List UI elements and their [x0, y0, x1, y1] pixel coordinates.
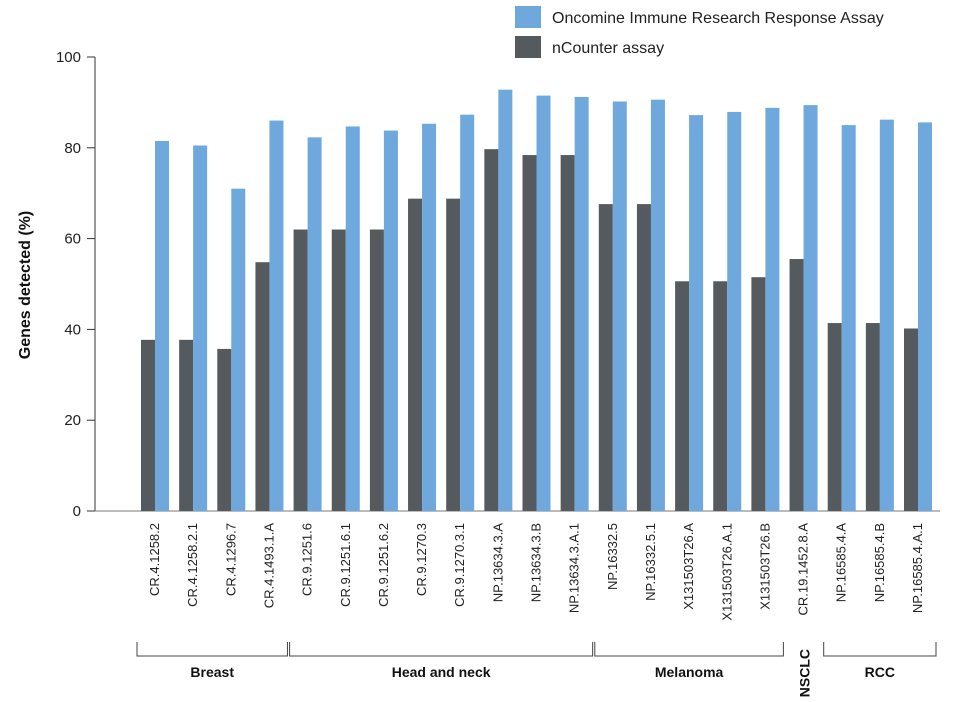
bar-oncomine [574, 96, 589, 512]
legend-swatch-ncounter [515, 36, 541, 58]
bar-ncounter [408, 198, 423, 511]
bar-ncounter [789, 259, 804, 511]
y-tick-label: 80 [64, 140, 81, 157]
bar-ncounter [141, 339, 155, 511]
legend-label-ncounter: nCounter assay [552, 40, 664, 57]
bar-oncomine [498, 89, 513, 512]
bar-ncounter [255, 262, 270, 511]
bar-oncomine [650, 99, 665, 512]
bar-ncounter [675, 281, 690, 511]
category-label: X131503T26.A [681, 523, 696, 610]
category-label: X131503T26.A.1 [719, 523, 734, 621]
bar-ncounter [598, 204, 613, 511]
legend-label-oncomine: Oncomine Immune Research Response Assay [552, 10, 884, 27]
bar-oncomine [689, 115, 704, 511]
bar-ncounter [713, 281, 728, 511]
group-bracket [594, 642, 784, 657]
category-label: CR.9.1251.6 [300, 523, 315, 596]
bar-ncounter [827, 323, 842, 511]
bar-oncomine [803, 105, 818, 512]
group-brackets: Breast Head and neck Melanoma NSCLC RCC [136, 642, 937, 697]
bar-oncomine [727, 111, 742, 512]
bar-oncomine [307, 137, 322, 511]
bar-ncounter [904, 328, 918, 511]
bar-ncounter [751, 277, 766, 511]
category-label: NP.16332.5.1 [643, 523, 658, 601]
category-label: NP.16585.4.B [872, 523, 887, 602]
category-label: NP.13634.3.A [490, 523, 505, 603]
category-label: CR.9.1251.6.1 [338, 523, 353, 607]
category-label: CR.4.1493.1.A [261, 523, 276, 609]
y-axis-title: Genes detected (%) [17, 211, 34, 359]
group-label: RCC [865, 664, 895, 680]
bar-ncounter [522, 155, 537, 511]
y-tick-label: 100 [56, 49, 81, 66]
bar-ncounter [331, 229, 346, 511]
y-tick-label: 20 [64, 412, 81, 429]
bar-oncomine [879, 119, 894, 511]
bar-oncomine [269, 120, 284, 511]
bar-oncomine [841, 125, 856, 511]
category-label: CR.9.1270.3.1 [452, 523, 467, 607]
bar-oncomine [765, 107, 780, 512]
y-tick-label: 40 [64, 321, 81, 338]
category-label: CR.4.1258.2 [147, 523, 162, 596]
bar-oncomine [155, 140, 169, 512]
bar-ncounter [179, 339, 194, 511]
category-label: NP.13634.3.B [529, 523, 544, 602]
group-bracket [823, 642, 937, 657]
group-label: Head and neck [392, 664, 491, 680]
group-label: Melanoma [655, 664, 724, 680]
group-label: Breast [190, 664, 234, 680]
category-label: CR.19.1452.8.A [796, 523, 811, 616]
bar-oncomine [612, 101, 627, 511]
bar-oncomine [422, 123, 437, 511]
category-label: CR.4.1296.7 [223, 523, 238, 596]
bar-ncounter [446, 198, 461, 511]
bar-oncomine [536, 95, 551, 511]
group-label: NSCLC [797, 649, 813, 697]
category-label: CR.9.1270.3 [414, 523, 429, 596]
bar-oncomine [345, 126, 360, 511]
bar-oncomine [383, 130, 398, 511]
legend: Oncomine Immune Research Response Assay … [515, 6, 884, 58]
bars [141, 89, 932, 512]
bar-oncomine [231, 188, 246, 511]
y-tick-label: 0 [73, 503, 81, 520]
group-bracket [136, 642, 288, 657]
bar-oncomine [918, 122, 932, 511]
category-label: NP.13634.3.A.1 [567, 523, 582, 613]
bar-ncounter [865, 323, 880, 511]
category-label: NP.16332.5 [605, 523, 620, 590]
bar-ncounter [636, 204, 651, 511]
category-label: X131503T26.B [757, 523, 772, 610]
bar-ncounter [217, 348, 232, 511]
bar-ncounter [560, 155, 575, 511]
legend-swatch-oncomine [515, 6, 541, 28]
y-tick-label: 60 [64, 231, 81, 248]
category-label: CR.4.1258.2.1 [185, 523, 200, 607]
category-label: CR.9.1251.6.2 [376, 523, 391, 607]
bar-oncomine [193, 145, 208, 511]
category-label: NP.16585.4.A.1 [910, 523, 925, 613]
bar-ncounter [293, 229, 308, 511]
group-bracket [289, 642, 594, 657]
category-labels: CR.4.1258.2 CR.4.1258.2.1 CR.4.1296.7 CR.4.… [147, 523, 925, 621]
bar-ncounter [369, 229, 384, 511]
bar-ncounter [484, 149, 499, 512]
bar-oncomine [460, 114, 475, 512]
category-label: NP.16585.4.A [834, 523, 849, 603]
